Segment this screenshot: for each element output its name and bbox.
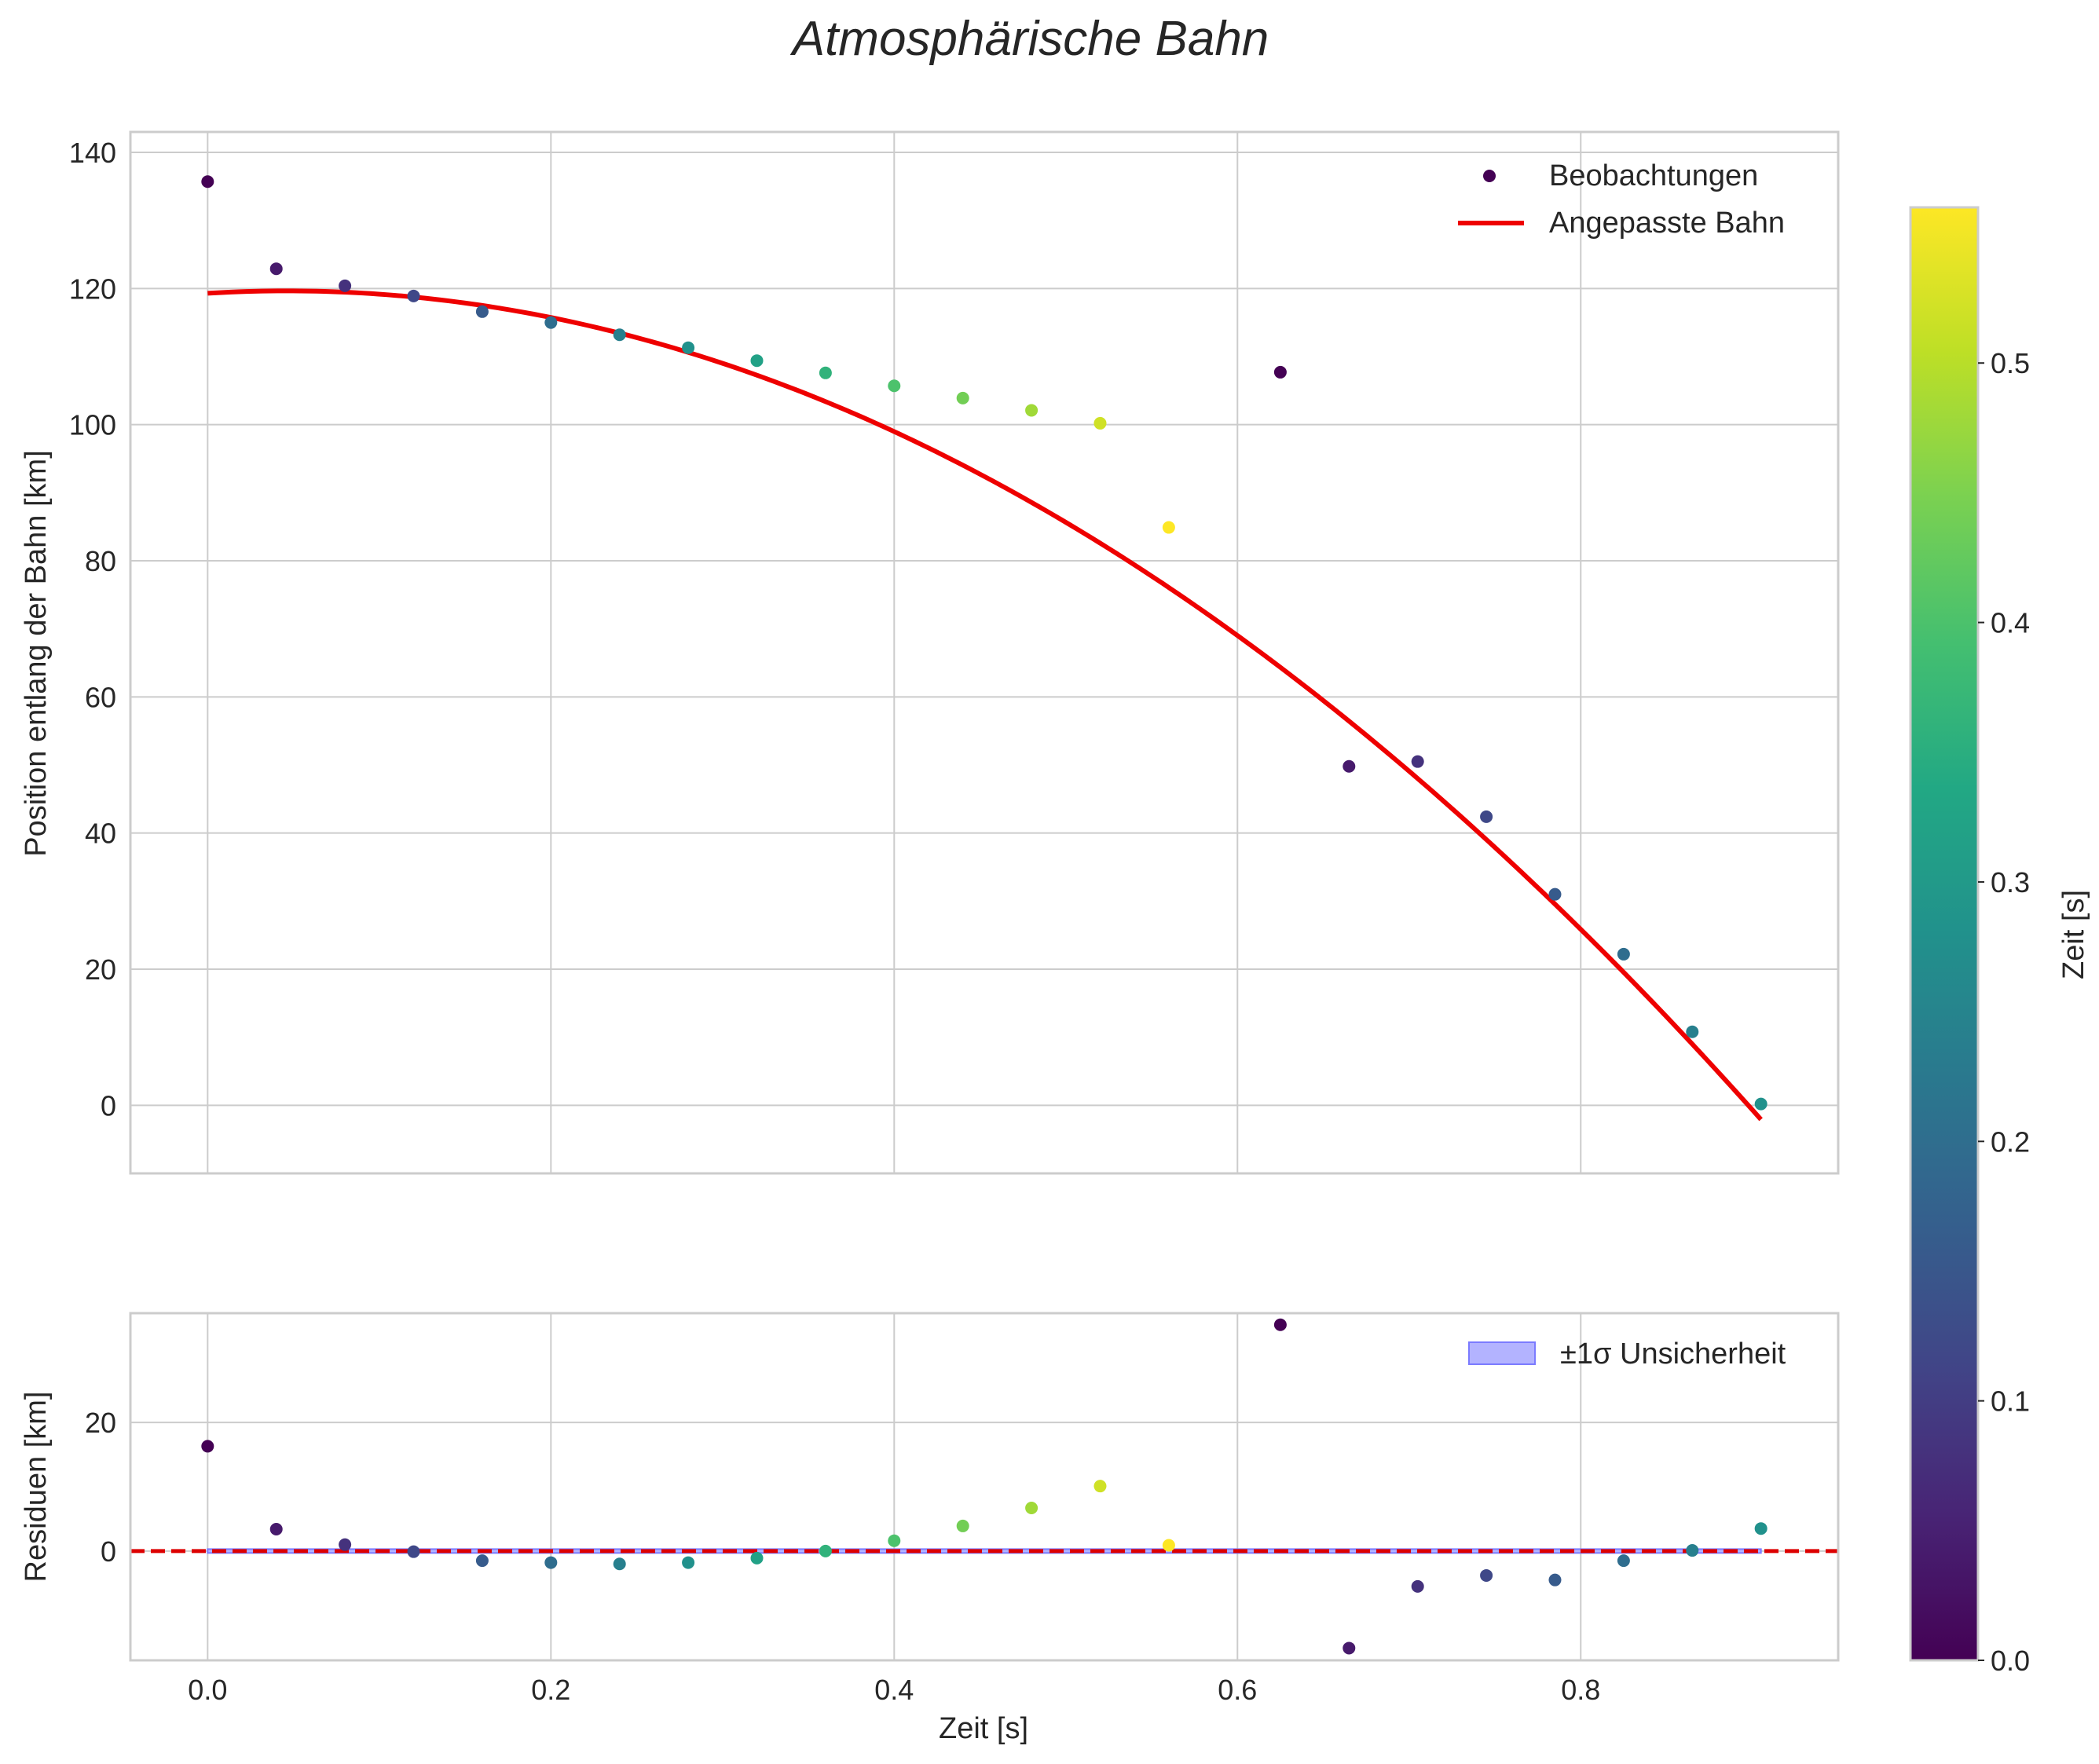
residual-point [1754, 1522, 1767, 1535]
observation-point [819, 366, 832, 379]
colorbar-tick-label: 0.1 [1991, 1385, 2030, 1418]
residual-point [1162, 1539, 1175, 1552]
main-y-tick-label: 60 [85, 681, 116, 713]
observation-point [1548, 887, 1562, 901]
residual-point [682, 1556, 695, 1569]
residual-point [1686, 1544, 1699, 1557]
observation-point [1093, 416, 1107, 430]
colorbar-tick-label: 0.0 [1991, 1645, 2030, 1677]
residual-point [1025, 1502, 1039, 1515]
residual-point [1617, 1554, 1630, 1568]
uncertainty-band [207, 1548, 1762, 1554]
residual-point [888, 1534, 901, 1547]
observation-point [1273, 365, 1287, 379]
observation-point [888, 379, 901, 393]
residual-point [1273, 1318, 1287, 1331]
x-tick-label: 0.4 [874, 1674, 914, 1706]
fit-curve [207, 288, 1763, 1122]
colorbar-tick-label: 0.4 [1991, 607, 2030, 639]
legend-residuals: ±1σ Unsicherheit [1468, 1338, 1786, 1371]
main-plot: 0 20 40 60 80 100 120 140 [69, 130, 1840, 1175]
colorbar-tick-label: 0.5 [1991, 347, 2030, 379]
x-tick-label: 0.6 [1218, 1674, 1257, 1706]
colorbar-tick-label: 0.3 [1991, 866, 2030, 898]
observation-point [475, 305, 489, 318]
main-y-tick-label: 0 [101, 1089, 116, 1122]
residual-point [819, 1544, 832, 1557]
residual-point [475, 1554, 489, 1568]
observation-point [956, 391, 969, 404]
main-y-tick-label: 80 [85, 545, 116, 577]
observation-point [1343, 759, 1356, 773]
legend-band-swatch [1468, 1341, 1536, 1365]
residual-point [1480, 1568, 1493, 1582]
main-y-label: Position entlang der Bahn [km] [20, 450, 53, 857]
legend-observations-marker [1483, 170, 1496, 182]
residual-point [1343, 1641, 1356, 1655]
residual-point [1411, 1579, 1424, 1593]
observation-point [613, 328, 626, 342]
main-y-tick-label: 120 [69, 273, 116, 305]
residual-y-label: Residuen [km] [20, 1392, 53, 1583]
residual-plot-frame [129, 1312, 1840, 1662]
legend-main: Beobachtungen Angepasste Bahn [1458, 159, 1785, 240]
colorbar: 0.0 0.1 0.2 0.3 0.4 0.5 [1909, 206, 2030, 1677]
residual-point [1093, 1480, 1107, 1493]
residual-y-tick-label: 0 [101, 1535, 116, 1568]
x-tick-label: 0.2 [531, 1674, 570, 1706]
observation-point [1617, 947, 1630, 961]
observation-point [682, 341, 695, 354]
legend-observations-label: Beobachtungen [1549, 159, 1758, 192]
legend-fit-label: Angepasste Bahn [1549, 207, 1785, 240]
observation-point [407, 289, 420, 302]
residual-plot: 0.0 0.2 0.4 0.6 0.8 0 20 [85, 1312, 1840, 1706]
main-plot-frame [129, 130, 1840, 1175]
main-y-tick-label: 20 [85, 953, 116, 986]
colorbar-label: Zeit [s] [2057, 890, 2090, 979]
residual-point [956, 1519, 969, 1532]
legend-band-label: ±1σ Unsicherheit [1560, 1338, 1786, 1371]
observation-point [339, 279, 352, 292]
main-y-tick-label: 100 [69, 409, 116, 441]
residual-point [1548, 1573, 1562, 1587]
colorbar-gradient [1909, 206, 1980, 1662]
residual-point [269, 1523, 283, 1536]
residual-point [339, 1538, 352, 1551]
residual-point [201, 1440, 214, 1453]
x-tick-label: 0.8 [1561, 1674, 1600, 1706]
residual-y-tick-label: 20 [85, 1407, 116, 1439]
observation-point [1754, 1097, 1767, 1111]
main-y-tick-label: 140 [69, 137, 116, 169]
observation-point [1025, 404, 1039, 417]
residual-point [613, 1557, 626, 1571]
observation-point [1480, 810, 1493, 823]
residual-point [544, 1556, 558, 1569]
x-tick-label: 0.0 [188, 1674, 227, 1706]
main-y-tick-label: 40 [85, 818, 116, 850]
residual-point [750, 1551, 764, 1565]
observation-point [750, 354, 764, 368]
observation-point [1686, 1025, 1699, 1038]
observation-point [269, 262, 283, 276]
observation-point [1411, 755, 1424, 768]
x-axis-label: Zeit [s] [939, 1712, 1028, 1745]
residual-point [407, 1545, 420, 1558]
observation-point [544, 316, 558, 329]
chart-title: Atmosphärische Bahn [789, 12, 1269, 66]
observation-point [201, 175, 214, 188]
observation-point [1162, 521, 1175, 534]
colorbar-tick-label: 0.2 [1991, 1125, 2030, 1158]
